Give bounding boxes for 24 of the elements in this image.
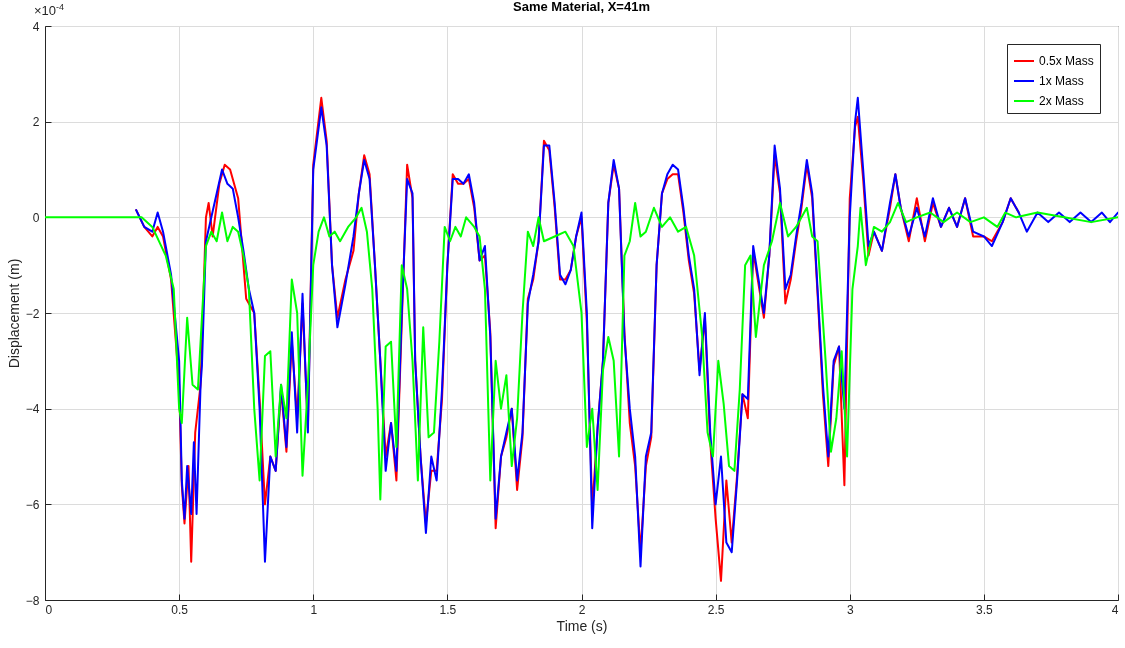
x-tick-label: 4 [1111, 602, 1119, 617]
y-axis-title: Displacement (m) [5, 258, 22, 369]
x-tick-label: 1.5 [439, 602, 457, 617]
y-tick-label: 0 [32, 210, 40, 225]
y-tick-label: −6 [25, 497, 40, 512]
y-tick-label: −2 [25, 306, 40, 321]
x-tick-label: 3.5 [976, 602, 994, 617]
x-tick-label: 2.5 [707, 602, 725, 617]
legend-label: 1x Mass [1039, 74, 1084, 88]
x-tick-label: 2 [578, 602, 586, 617]
legend-label: 0.5x Mass [1039, 54, 1094, 68]
y-tick-label: 2 [32, 115, 40, 130]
legend-label: 2x Mass [1039, 94, 1084, 108]
text: ×10$^{-4}$ [34, 2, 65, 19]
y-tick-label: −4 [25, 402, 40, 417]
x-axis-title: Time (s) [556, 617, 608, 634]
x-tick-label: 1 [310, 602, 318, 617]
x-tick-label: 0.5 [171, 602, 189, 617]
chart-title: Same Material, X=41m [513, 0, 650, 14]
y-tick-label: 4 [32, 19, 40, 34]
y-tick-label: −8 [25, 593, 40, 608]
x-tick-label: 0 [45, 602, 53, 617]
line-series [45, 201, 1118, 501]
x-tick-label: 3 [846, 602, 854, 617]
